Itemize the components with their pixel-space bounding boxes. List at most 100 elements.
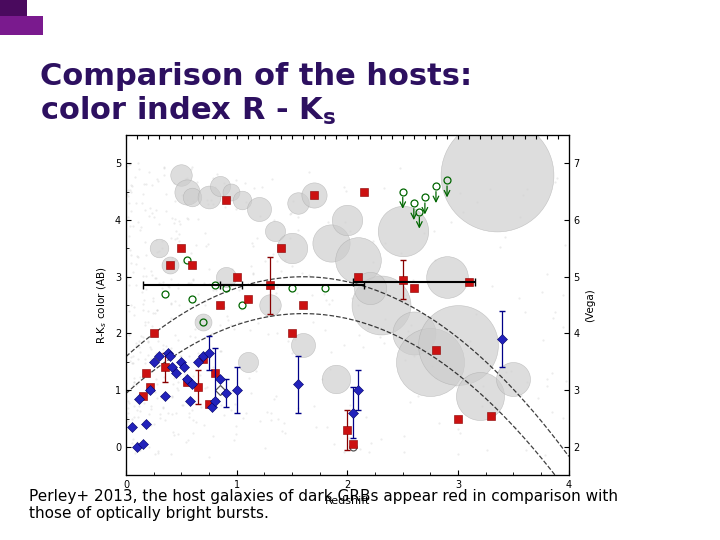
Bar — [1, 0, 5, 35]
Point — [158, 163, 169, 171]
Point — [123, 330, 135, 339]
Point — [405, 320, 417, 329]
Point — [185, 165, 197, 173]
Point — [163, 282, 174, 291]
Point — [292, 199, 303, 207]
Point — [310, 190, 322, 198]
Bar — [2, 0, 6, 35]
Point — [233, 285, 245, 294]
Point — [408, 276, 419, 285]
Point — [156, 393, 167, 402]
Bar — [4, 0, 7, 35]
Bar — [0, 0, 27, 35]
Bar — [2, 0, 6, 35]
Point — [320, 296, 332, 305]
Point — [153, 279, 164, 287]
Bar — [1, 0, 4, 35]
Point — [178, 400, 189, 409]
Point — [470, 310, 482, 319]
Point — [397, 227, 408, 236]
Bar — [1, 0, 4, 35]
Point — [184, 409, 195, 418]
Point — [228, 325, 239, 334]
Text: Comparison of the hosts:: Comparison of the hosts: — [40, 62, 472, 91]
Point — [127, 221, 138, 230]
Bar — [1, 0, 5, 35]
Point — [201, 347, 212, 356]
Point — [143, 212, 155, 220]
Bar — [2, 0, 6, 35]
Bar — [3, 0, 6, 35]
Point — [297, 269, 308, 278]
Bar — [3, 0, 6, 35]
Point — [130, 449, 141, 457]
Point — [360, 413, 372, 421]
Bar — [2, 0, 6, 35]
Point — [168, 430, 179, 439]
Point — [284, 209, 296, 218]
Bar — [1, 0, 5, 35]
Point — [428, 227, 440, 235]
Point — [123, 307, 135, 315]
Point — [408, 351, 420, 360]
X-axis label: Redshift: Redshift — [325, 496, 370, 505]
Point — [163, 409, 174, 418]
Bar — [2, 0, 6, 35]
Point — [452, 341, 464, 349]
Point — [352, 278, 364, 287]
Point — [521, 184, 533, 193]
Point — [173, 386, 184, 394]
Point — [364, 284, 375, 293]
Point — [121, 337, 132, 346]
Point — [287, 196, 298, 205]
Point — [210, 286, 222, 294]
Bar — [1, 0, 4, 35]
Point — [166, 275, 177, 284]
Point — [270, 288, 282, 297]
Bar — [1, 0, 4, 35]
Point — [123, 199, 135, 207]
Bar — [1, 0, 5, 35]
Point — [132, 355, 143, 363]
Point — [166, 392, 177, 400]
Bar — [1, 0, 5, 35]
Point — [169, 256, 181, 265]
Point — [374, 333, 386, 342]
Point — [362, 324, 374, 333]
Point — [175, 352, 186, 361]
Point — [158, 373, 169, 382]
Point — [326, 295, 338, 304]
Bar — [3, 0, 6, 35]
Point — [133, 401, 145, 410]
Bar — [1, 0, 5, 35]
Point — [405, 397, 416, 406]
Point — [245, 261, 256, 270]
Point — [155, 414, 166, 422]
Point — [279, 256, 291, 265]
Point — [145, 345, 157, 353]
Point — [218, 190, 230, 198]
Point — [122, 397, 133, 406]
Bar — [2, 0, 6, 35]
Point — [451, 382, 462, 390]
Point — [304, 168, 315, 177]
Point — [127, 267, 138, 276]
Point — [225, 406, 237, 414]
Point — [122, 273, 133, 282]
Text: color index R - K$_\mathregular{s}$: color index R - K$_\mathregular{s}$ — [40, 94, 336, 126]
Point — [141, 421, 153, 429]
Point — [132, 443, 143, 452]
Point — [130, 199, 142, 207]
Bar — [3, 0, 6, 35]
Point — [230, 421, 242, 430]
Bar — [2, 0, 6, 35]
Point — [254, 416, 266, 425]
Point — [181, 214, 192, 222]
Point — [142, 336, 153, 345]
Point — [198, 421, 210, 429]
Point — [207, 174, 218, 183]
Point — [183, 279, 194, 287]
Bar — [1, 0, 5, 35]
Point — [274, 304, 285, 313]
Bar — [1, 0, 5, 35]
